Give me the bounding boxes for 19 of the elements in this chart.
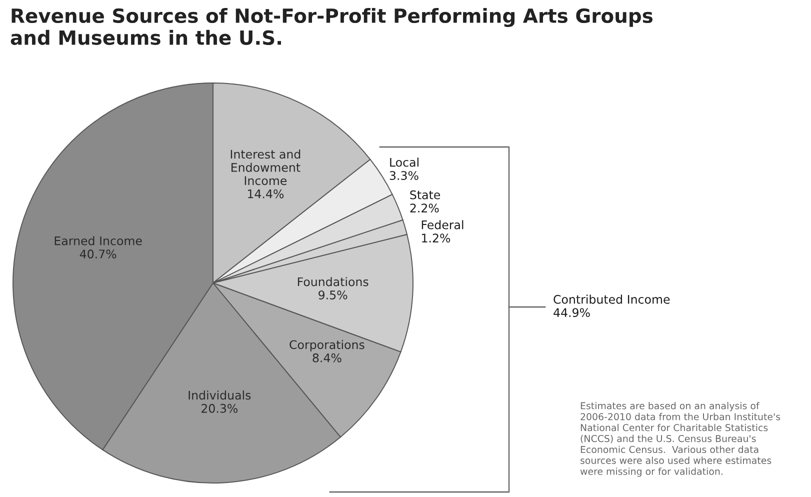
data-label: 40.7% — [80, 250, 116, 258]
data-label: 20.3% — [202, 404, 238, 413]
slice-label: Interest and Endowment Income — [230, 150, 300, 186]
slice-label: State — [410, 190, 440, 200]
slice-label: Foundations — [298, 277, 368, 286]
data-label: 1.2% — [422, 234, 450, 243]
data-label: 9.5% — [318, 290, 348, 300]
slice-label: Individuals — [188, 390, 251, 400]
data-label: 2.2% — [410, 204, 439, 213]
slice-label: Local — [390, 158, 418, 167]
chart-title: Revenue Sources of Not-For-Profit Performing Arts Groups and Museums in the U.S. — [10, 8, 652, 45]
slice-label: Federal — [422, 220, 464, 230]
slice-label: Earned Income — [54, 236, 142, 246]
slice-label: Corporations — [290, 340, 364, 352]
data-label: 3.3% — [390, 171, 418, 180]
data-label: 8.4% — [312, 353, 342, 362]
data-label: 14.4% — [248, 189, 284, 198]
text: Estimates are based on an analysis of 2006-2010 data from the Urban Institute's National Center for Charitable Statistics (NCCS) and the U.S. Census Bureau's Economic Census. Various other data sources were also used where estimates were missing or for validation. — [580, 402, 780, 477]
text: Contributed Income 44.9% — [554, 294, 670, 318]
